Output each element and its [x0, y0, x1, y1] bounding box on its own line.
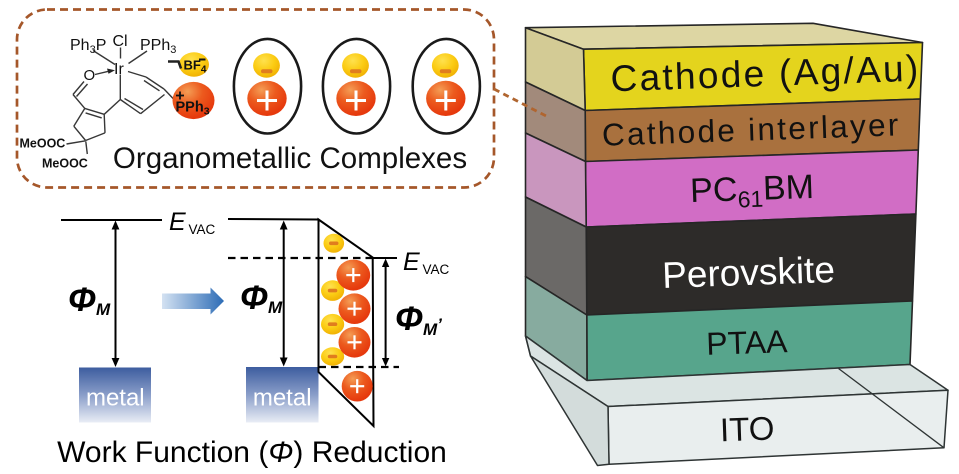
- svg-text:E: E: [403, 248, 420, 276]
- svg-text:metal: metal: [253, 385, 312, 412]
- svg-text:Work Function (Φ) Reduction: Work Function (Φ) Reduction: [57, 436, 447, 469]
- svg-text:E: E: [169, 208, 186, 236]
- svg-text:PPh3: PPh3: [176, 100, 210, 118]
- svg-text:O: O: [84, 67, 96, 84]
- svg-text:ΦM’: ΦM’: [395, 300, 442, 339]
- svg-text:PC61BM: PC61BM: [689, 168, 814, 214]
- svg-text:PPh3: PPh3: [140, 37, 176, 56]
- svg-text:MeOOC: MeOOC: [42, 157, 88, 171]
- svg-text:Perovskite: Perovskite: [661, 249, 835, 296]
- svg-text:VAC: VAC: [423, 262, 450, 277]
- svg-text:ITO: ITO: [719, 409, 775, 448]
- svg-text:Organometallic Complexes: Organometallic Complexes: [113, 142, 467, 175]
- svg-text:metal: metal: [86, 385, 145, 412]
- svg-text:ΦM: ΦM: [68, 281, 111, 319]
- svg-text:MeOOC: MeOOC: [20, 137, 66, 151]
- svg-text:VAC: VAC: [189, 222, 216, 237]
- svg-text:PTAA: PTAA: [706, 323, 789, 362]
- svg-text:Ph3P: Ph3P: [70, 37, 106, 56]
- svg-text:ΦM: ΦM: [240, 279, 283, 317]
- svg-text:Cl: Cl: [113, 33, 128, 50]
- svg-text:Ir: Ir: [114, 61, 124, 78]
